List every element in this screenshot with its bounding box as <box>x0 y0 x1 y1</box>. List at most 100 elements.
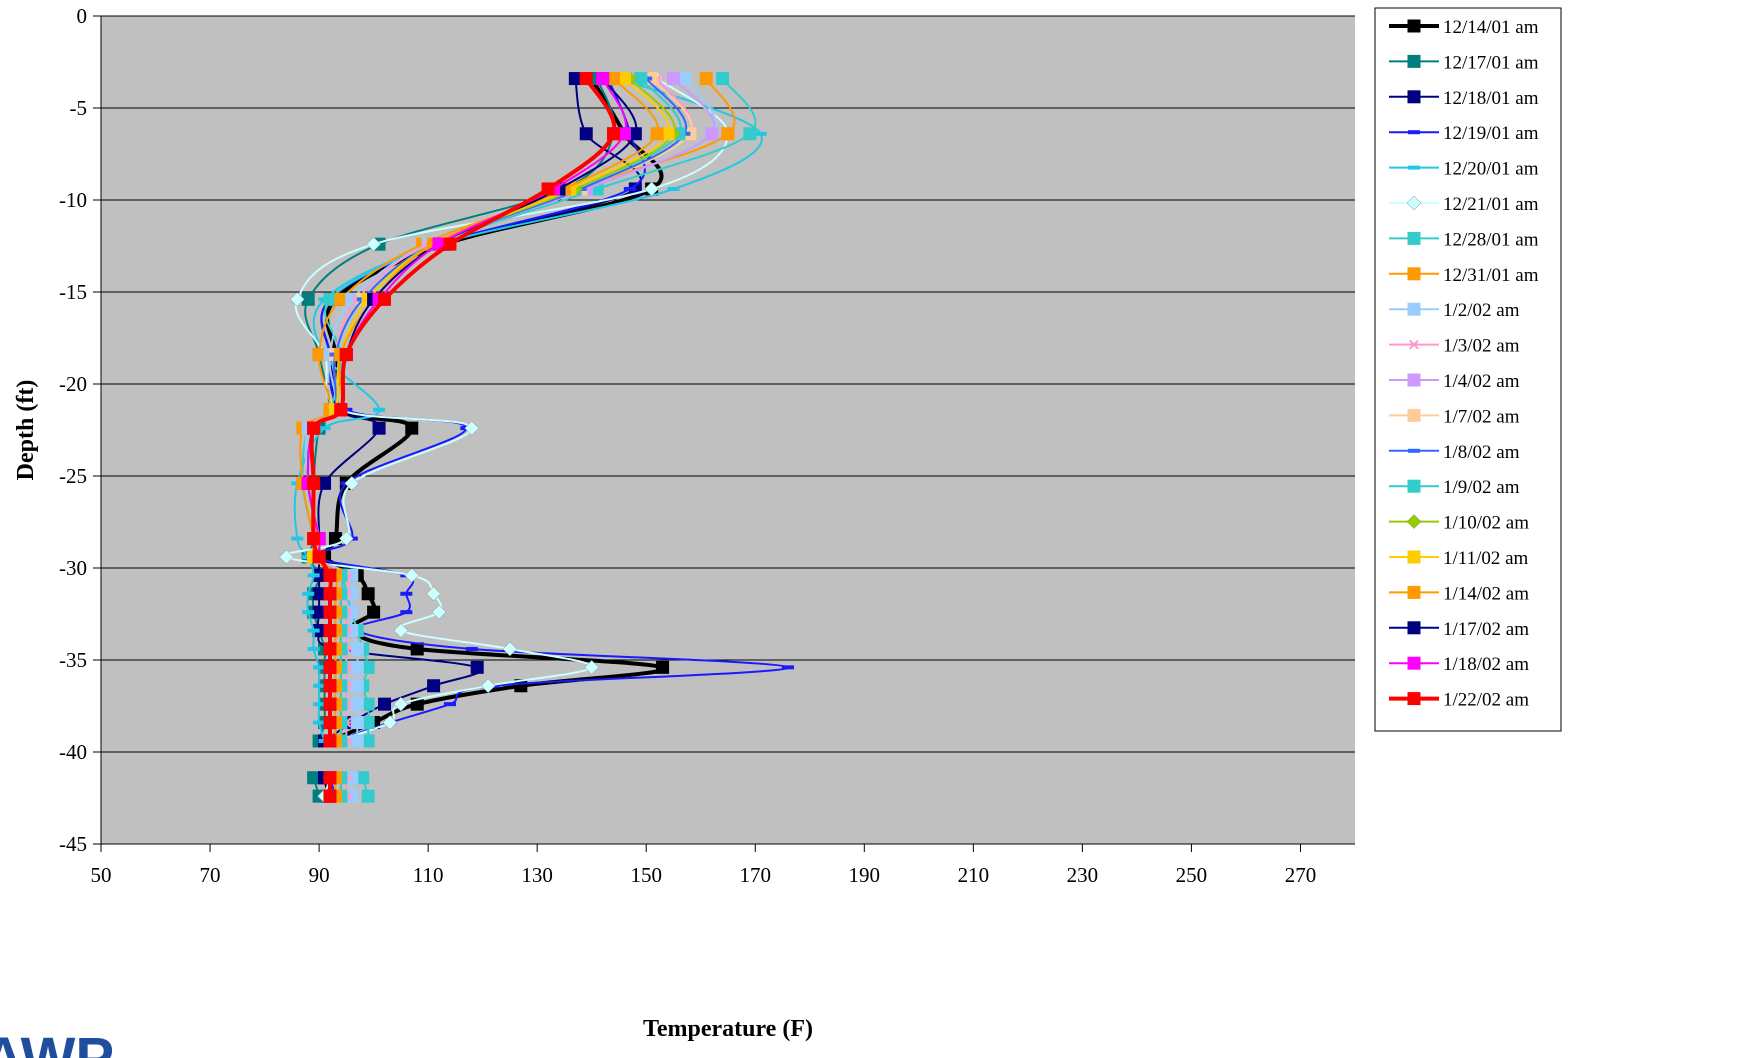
data-point <box>628 127 642 141</box>
data-point <box>661 127 675 141</box>
legend-item: 12/18/01 am <box>1389 88 1539 109</box>
series-line <box>293 77 763 742</box>
legend-label: 1/7/02 am <box>1443 406 1520 427</box>
data-point <box>323 605 337 619</box>
logo: AWP <box>0 1026 114 1058</box>
y-tick-label: -5 <box>70 96 88 120</box>
data-point <box>378 697 392 711</box>
data-point <box>318 476 332 490</box>
data-point <box>393 696 409 712</box>
data-point <box>312 550 326 564</box>
data-point <box>323 624 337 638</box>
data-point <box>323 642 337 656</box>
data-point <box>596 72 610 86</box>
data-point <box>443 237 457 251</box>
legend-item: 1/3/02 am <box>1389 336 1520 357</box>
data-point <box>279 549 294 565</box>
data-point <box>754 131 767 136</box>
series-layer <box>279 71 794 804</box>
x-tick-label: 150 <box>630 863 662 887</box>
data-point <box>372 421 386 435</box>
data-point <box>338 531 354 546</box>
legend-item: 12/31/01 am <box>1389 265 1539 286</box>
y-tick-label: -25 <box>59 464 87 488</box>
data-point <box>291 536 304 541</box>
legend-label: 12/31/01 am <box>1443 265 1539 286</box>
data-point <box>1406 195 1422 211</box>
data-point <box>617 127 631 141</box>
data-point <box>579 127 593 141</box>
logo-text: AWP <box>0 1026 114 1058</box>
legend-label: 12/17/01 am <box>1443 52 1539 73</box>
data-point <box>644 181 660 197</box>
legend-label: 12/20/01 am <box>1443 159 1539 180</box>
data-point <box>1407 267 1421 281</box>
data-point <box>1407 656 1421 670</box>
data-point <box>781 665 794 670</box>
data-point <box>313 683 326 688</box>
legend-label: 1/11/02 am <box>1443 548 1529 569</box>
data-point <box>313 720 326 725</box>
data-point <box>1407 373 1421 387</box>
data-point <box>312 348 326 362</box>
data-point <box>350 642 364 656</box>
data-point <box>584 660 600 675</box>
y-tick-label: 0 <box>77 4 88 28</box>
legend-item: 12/19/01 am <box>1389 123 1539 144</box>
data-point <box>1407 302 1421 316</box>
data-point <box>607 127 621 141</box>
data-point <box>667 186 680 191</box>
legend-label: 1/17/02 am <box>1443 619 1529 640</box>
x-tick-label: 190 <box>849 863 881 887</box>
data-point <box>431 604 447 620</box>
data-point <box>617 72 631 86</box>
legend-item: 12/28/01 am <box>1389 229 1539 250</box>
data-point <box>361 660 375 674</box>
legend-item: 12/20/01 am <box>1389 159 1539 180</box>
data-point <box>350 660 364 674</box>
data-point <box>312 587 326 601</box>
data-point <box>716 72 730 86</box>
data-point <box>323 771 337 785</box>
data-point <box>400 591 413 596</box>
legend-item: 1/10/02 am <box>1389 513 1529 534</box>
data-point <box>323 716 337 730</box>
legend-item: 1/14/02 am <box>1389 583 1529 604</box>
data-point <box>1406 514 1422 529</box>
data-point <box>323 697 337 711</box>
data-point <box>350 679 364 693</box>
data-point <box>721 127 735 141</box>
data-point <box>426 586 441 602</box>
x-axis-title: Temperature (F) <box>643 1016 813 1042</box>
y-tick-label: -30 <box>59 556 87 580</box>
data-point <box>579 72 593 86</box>
data-point <box>361 697 375 711</box>
legend-item: 1/22/02 am <box>1389 690 1529 711</box>
data-point <box>623 186 636 191</box>
data-point <box>1408 130 1420 135</box>
legend-item: 1/11/02 am <box>1389 548 1529 569</box>
legend-label: 1/9/02 am <box>1443 477 1520 498</box>
data-point <box>361 587 375 601</box>
data-point <box>1408 448 1420 453</box>
data-point <box>1408 339 1420 350</box>
data-point <box>350 734 364 748</box>
data-point <box>302 610 315 615</box>
data-point <box>1407 621 1421 635</box>
x-tick-label: 170 <box>740 863 772 887</box>
data-point <box>323 679 337 693</box>
data-point <box>502 641 518 657</box>
series-line <box>284 77 730 742</box>
y-tick-label: -15 <box>59 280 87 304</box>
legend-label: 12/28/01 am <box>1443 229 1539 250</box>
data-point <box>699 72 713 86</box>
data-point <box>1407 479 1421 493</box>
legend-box <box>1374 7 1562 732</box>
data-point <box>307 771 321 785</box>
data-point <box>470 660 484 674</box>
data-point <box>1407 408 1421 422</box>
data-point <box>1407 90 1421 104</box>
data-point <box>339 348 353 362</box>
